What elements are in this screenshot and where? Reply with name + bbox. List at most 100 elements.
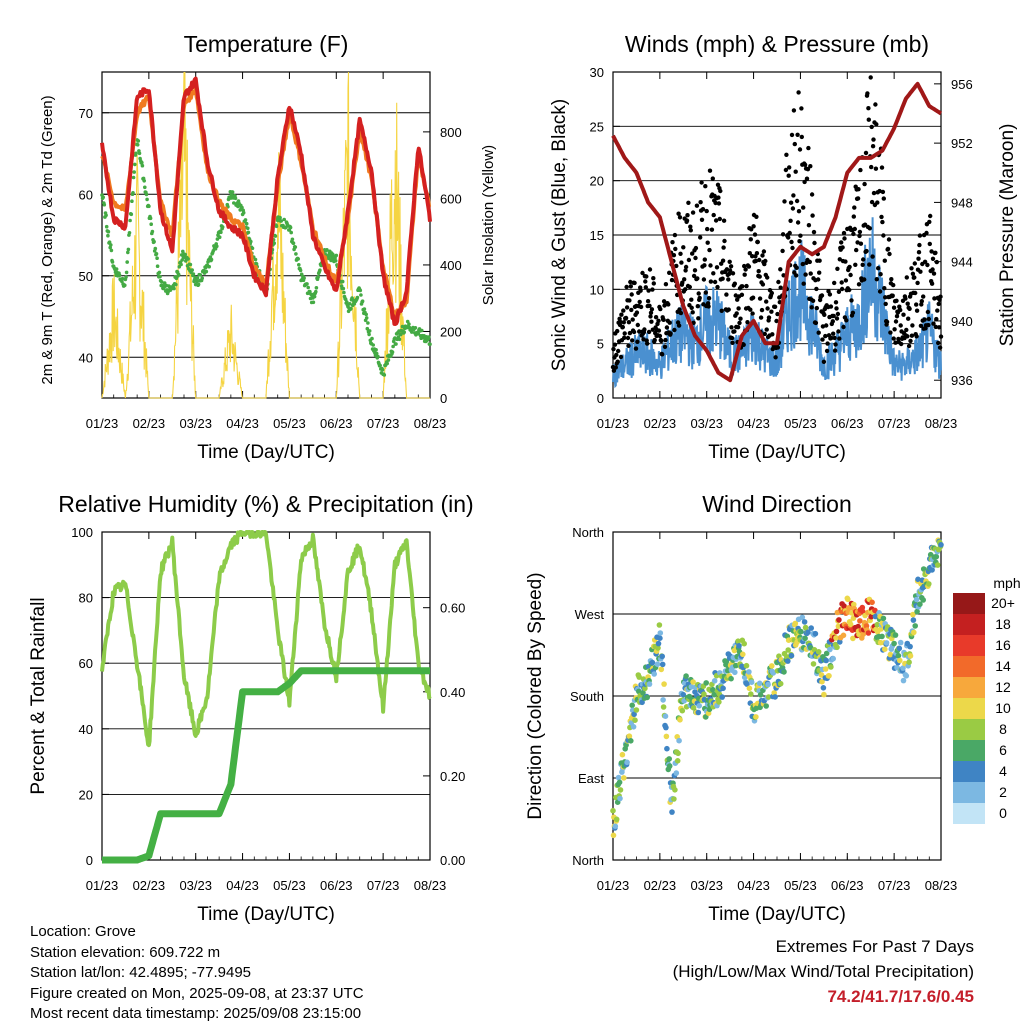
direction-point	[801, 619, 808, 625]
dewpoint-point	[147, 204, 151, 209]
gust-point	[710, 176, 715, 181]
gust-point	[624, 284, 629, 290]
gust-point	[908, 338, 913, 344]
gust-point	[922, 317, 927, 322]
gust-point	[680, 280, 685, 285]
gust-point	[851, 231, 856, 237]
gust-point	[666, 302, 671, 307]
direction-point	[610, 807, 616, 814]
gust-point	[670, 240, 675, 245]
gust-point	[754, 251, 760, 256]
chart-title: Relative Humidity (%) & Precipitation (i…	[58, 491, 473, 517]
gust-point	[683, 287, 688, 292]
gust-point	[877, 188, 882, 194]
gust-point	[763, 258, 768, 264]
latlon-text: Station lat/lon: 42.4895; -77.9495	[30, 964, 252, 981]
gust-point	[686, 257, 692, 263]
gust-point	[706, 304, 711, 309]
gust-point	[790, 206, 796, 211]
y2-tick-label: 936	[951, 373, 973, 388]
gust-point	[807, 259, 812, 265]
gust-point	[689, 297, 694, 302]
legend-swatch	[953, 803, 985, 824]
gust-point	[880, 219, 885, 225]
direction-point	[646, 681, 653, 687]
direction-point	[808, 625, 814, 631]
gust-point	[869, 124, 874, 130]
direction-point	[912, 623, 918, 629]
direction-point	[746, 669, 752, 675]
dewpoint-point	[127, 231, 132, 235]
dewpoint-point	[246, 226, 250, 231]
gust-point	[795, 220, 801, 225]
gust-point	[682, 277, 687, 282]
extremes-title: Extremes For Past 7 Days	[775, 937, 974, 956]
gust-point	[883, 295, 888, 300]
gust-point	[757, 296, 763, 301]
legend-swatch	[953, 719, 985, 740]
gust-point	[722, 238, 727, 244]
direction-point	[623, 742, 629, 748]
gust-point	[822, 312, 827, 317]
gust-point	[918, 269, 923, 274]
y2-tick-label: 952	[951, 136, 973, 151]
gust-point	[875, 200, 880, 205]
gust-point	[694, 203, 700, 208]
direction-point	[624, 759, 630, 766]
chart-title: Winds (mph) & Pressure (mb)	[625, 31, 929, 57]
gust-point	[905, 334, 910, 339]
x-tick-label: 07/23	[367, 878, 400, 893]
gust-point	[761, 249, 767, 254]
dewpoint-point	[348, 302, 352, 306]
gust-point	[806, 223, 812, 228]
gust-point	[759, 307, 765, 313]
gust-point	[690, 310, 695, 315]
direction-point	[934, 562, 941, 568]
gust-point	[917, 242, 922, 248]
gust-point	[866, 117, 871, 122]
x-tick-label: 06/23	[320, 416, 353, 431]
dewpoint-point	[120, 276, 125, 281]
gust-point	[702, 257, 707, 262]
direction-point	[770, 670, 777, 676]
gust-point	[642, 327, 647, 332]
dewpoint-point	[366, 321, 370, 325]
gust-point	[750, 254, 755, 259]
gust-point	[732, 281, 737, 286]
direction-point	[897, 639, 904, 646]
gust-point	[924, 230, 929, 236]
dewpoint-point	[325, 248, 329, 252]
direction-point	[655, 645, 661, 651]
dewpoint-point	[136, 139, 141, 143]
gust-point	[827, 292, 833, 297]
gust-point	[780, 232, 786, 237]
gust-point	[649, 307, 655, 312]
gust-point	[878, 272, 883, 277]
direction-point	[765, 694, 772, 700]
gust-point	[802, 162, 808, 167]
direction-point	[847, 621, 854, 628]
gust-point	[871, 137, 876, 142]
gust-point	[720, 276, 725, 281]
direction-point	[744, 681, 750, 687]
gust-point	[679, 260, 684, 265]
gust-point	[695, 276, 700, 281]
dewpoint-point	[386, 358, 391, 362]
gust-point	[647, 267, 653, 272]
direction-point	[855, 623, 861, 630]
x-tick-label: 07/23	[878, 878, 911, 893]
dewpoint-point	[380, 368, 385, 372]
panel-3: Relative Humidity (%) & Precipitation (i…	[28, 491, 474, 925]
gust-point	[783, 167, 789, 173]
x-tick-label: 01/23	[86, 878, 119, 893]
gust-point	[903, 296, 908, 301]
gust-point	[832, 280, 837, 286]
gust-point	[868, 75, 873, 80]
direction-point	[626, 733, 633, 739]
gust-point	[914, 302, 919, 307]
dewpoint-point	[297, 263, 301, 267]
dewpoint-point	[274, 224, 279, 229]
chart-title: Temperature (F)	[184, 31, 349, 57]
gust-point	[812, 240, 817, 246]
gust-point	[802, 179, 807, 185]
